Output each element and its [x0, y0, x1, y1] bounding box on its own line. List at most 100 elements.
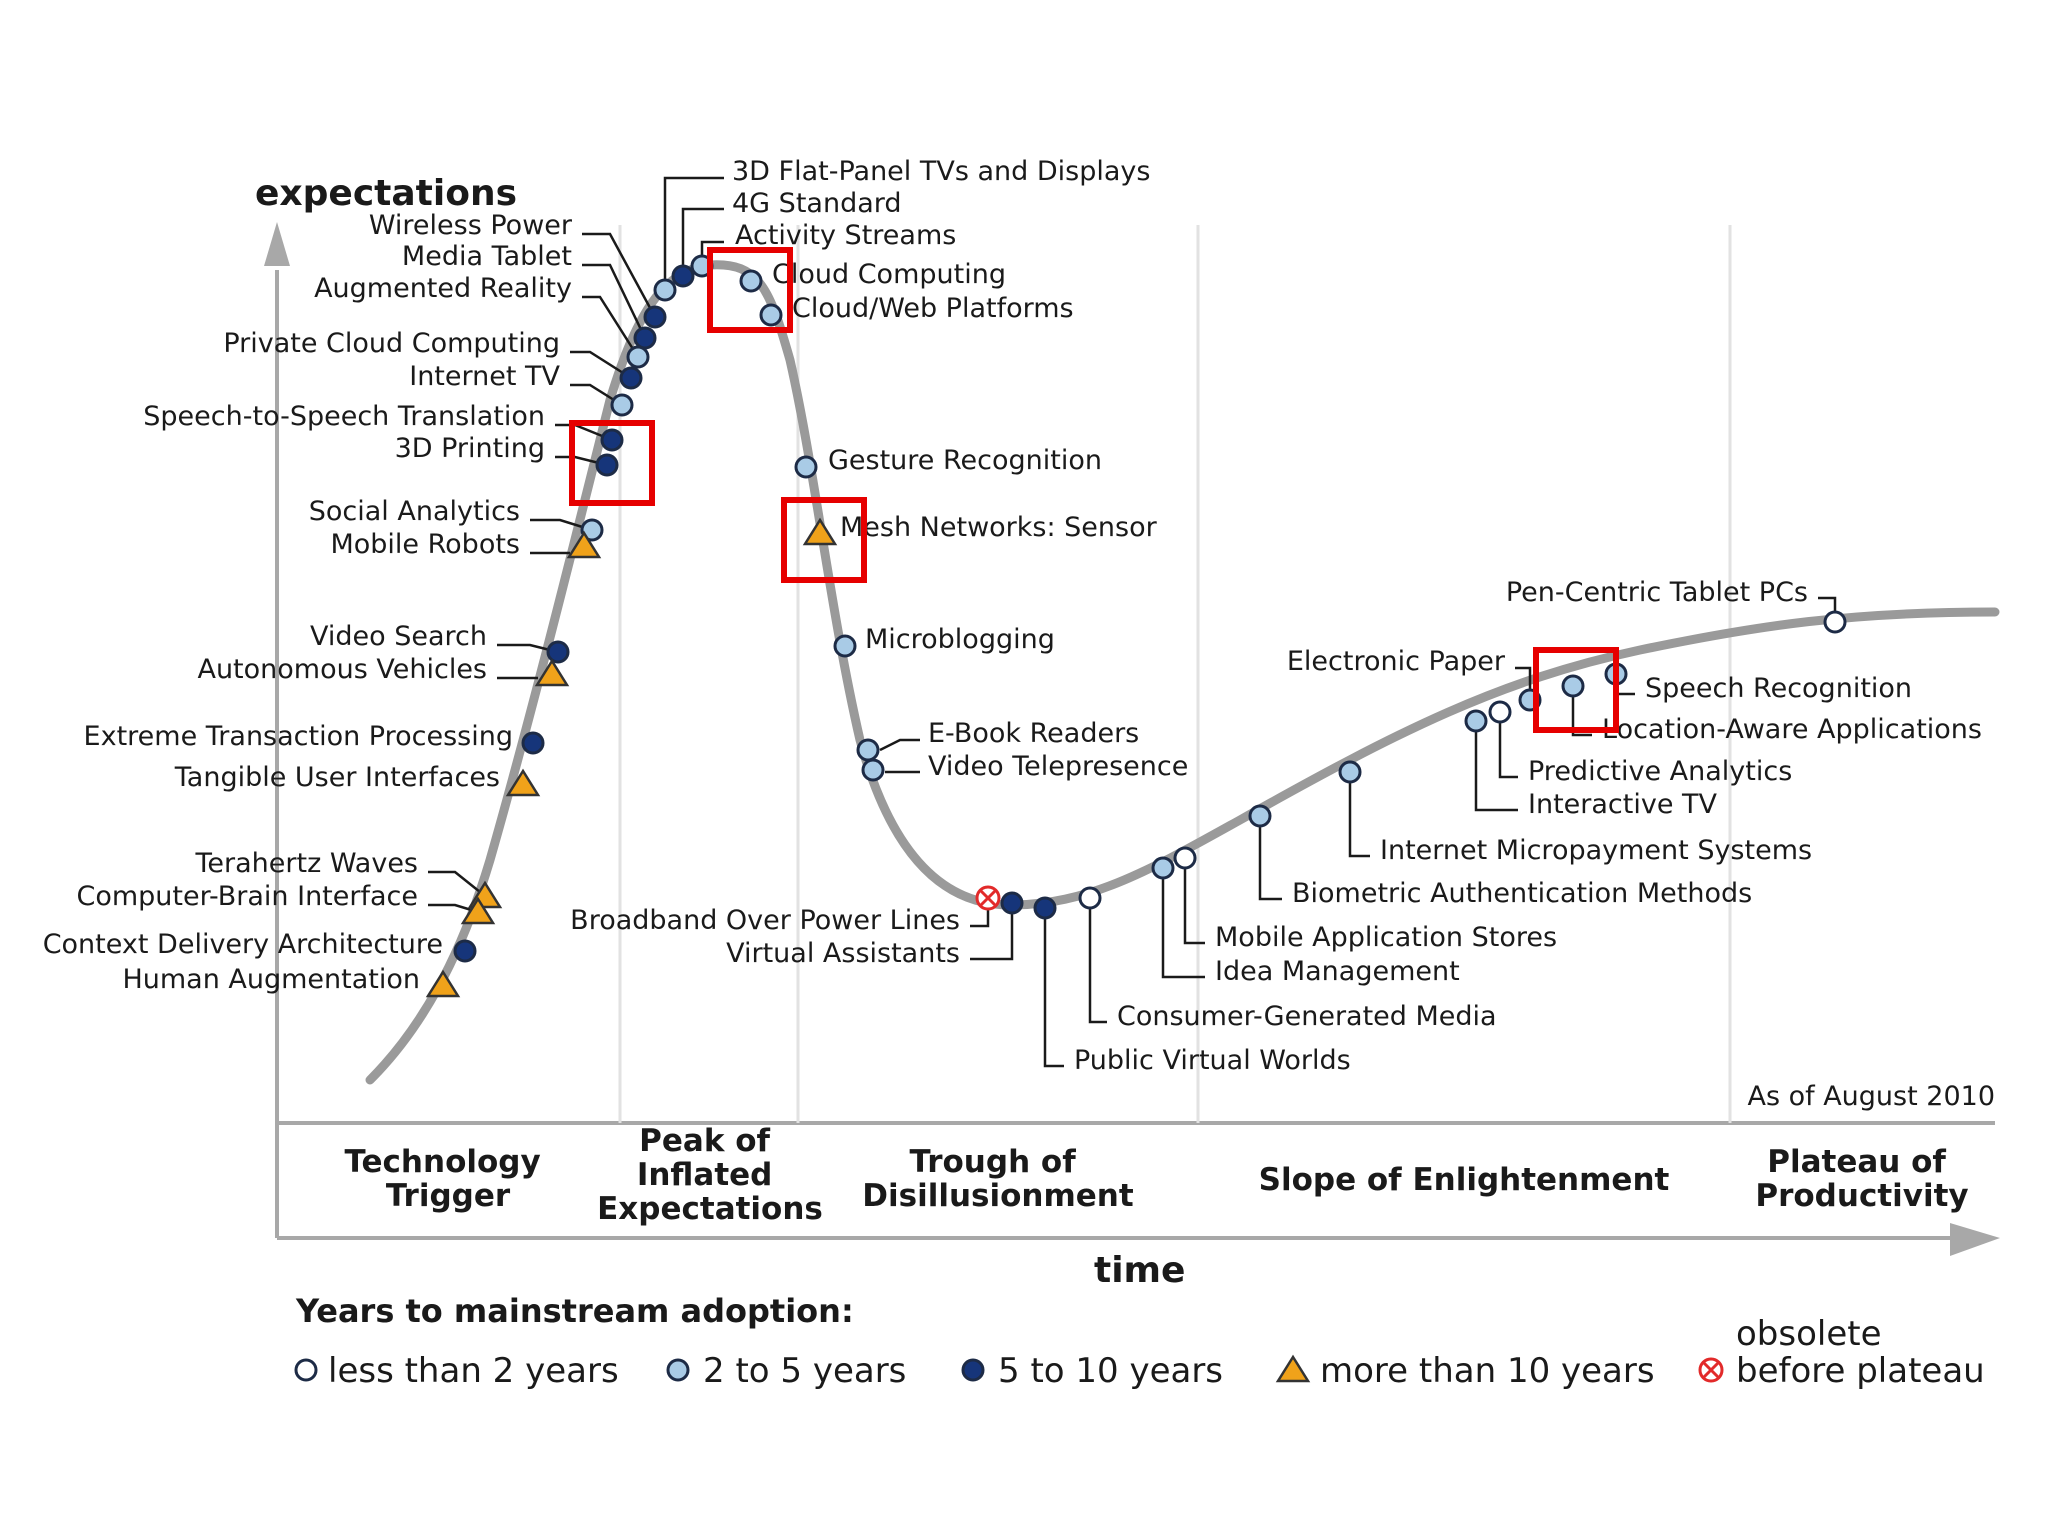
legend-label-2-to-5-years: 2 to 5 years [703, 1351, 906, 1391]
highlight-boxes [569, 247, 1619, 733]
label-public-virtual-worlds: Public Virtual Worlds [1074, 1045, 1351, 1076]
highlight-box [781, 497, 867, 583]
leader-virtual-assistants [970, 903, 1014, 961]
phase-peak-of-inflated-expectations: Peak of Inflated Expectations [597, 1123, 823, 1227]
label-e-book-readers: E-Book Readers [928, 718, 1139, 749]
highlight-box [707, 247, 793, 333]
marker-location-aware-applications [1561, 674, 1585, 698]
leader-public-virtual-worlds [1043, 908, 1064, 1068]
label-cloud-web-platforms: Cloud/Web Platforms [792, 293, 1074, 324]
as-of-date: As of August 2010 [1747, 1081, 1995, 1112]
label-cloud-computing: Cloud Computing [772, 259, 1006, 290]
leader-interactive-tv [1474, 721, 1518, 812]
label-context-delivery-architecture: Context Delivery Architecture [43, 929, 443, 960]
marker-virtual-assistants [1000, 891, 1024, 915]
y-axis-arrow [264, 222, 290, 266]
legend-title: Years to mainstream adoption: [295, 1292, 854, 1330]
marker-wireless-power [643, 305, 667, 329]
label-3d-flat-panel-tvs-and-displays: 3D Flat-Panel TVs and Displays [732, 156, 1150, 187]
legend-symbol-crossed-circle [1698, 1357, 1724, 1383]
label-speech-recognition: Speech Recognition [1645, 673, 1912, 704]
label-virtual-assistants: Virtual Assistants [726, 938, 960, 969]
label-microblogging: Microblogging [865, 624, 1055, 655]
label-broadband-over-power-lines: Broadband Over Power Lines [570, 905, 960, 936]
label-video-search: Video Search [310, 621, 487, 652]
legend-symbol-dark-circle [961, 1358, 985, 1382]
label-terahertz-waves: Terahertz Waves [195, 848, 419, 879]
phase-trough-of-disillusionment: Trough of Disillusionment [862, 1144, 1134, 1214]
label-internet-micropayment-systems: Internet Micropayment Systems [1380, 835, 1812, 866]
label-computer-brain-interface: Computer-Brain Interface [76, 881, 418, 912]
leader-private-cloud-computing [570, 350, 632, 380]
marker-mobile-robots [566, 530, 602, 559]
leader-internet-micropayment-systems [1348, 772, 1370, 858]
label-electronic-paper: Electronic Paper [1287, 646, 1506, 677]
legend-symbol-light-circle [666, 1358, 690, 1382]
marker-predictive-analytics [1488, 700, 1512, 724]
leader-predictive-analytics [1498, 712, 1518, 779]
marker-media-tablet [633, 326, 657, 350]
label-social-analytics: Social Analytics [309, 496, 520, 527]
legend: Years to mainstream adoption: less than … [294, 1292, 1985, 1391]
label-idea-management: Idea Management [1215, 956, 1460, 987]
leader-media-tablet [582, 263, 647, 339]
marker-pen-centric-tablet-pcs [1823, 610, 1847, 634]
leader-idea-management [1161, 868, 1205, 979]
marker-4g-standard [671, 264, 695, 288]
marker-mobile-application-stores [1173, 846, 1197, 870]
marker-interactive-tv [1464, 709, 1488, 733]
marker-3d-flat-panel-tvs-and-displays [653, 278, 677, 302]
marker-speech-to-speech-translation [600, 428, 624, 452]
label-speech-to-speech-translation: Speech-to-Speech Translation [143, 401, 545, 432]
leader-wireless-power [582, 232, 657, 318]
marker-context-delivery-architecture [453, 939, 477, 963]
legend-label-more-than-10-years: more than 10 years [1320, 1351, 1655, 1391]
label-interactive-tv: Interactive TV [1528, 789, 1718, 820]
highlight-box [1533, 647, 1619, 733]
label-mobile-application-stores: Mobile Application Stores [1215, 922, 1557, 953]
leader-e-book-readers [879, 738, 920, 752]
marker-internet-tv [610, 393, 634, 417]
marker-cloud-computing [739, 269, 763, 293]
legend-symbol-open-circle [294, 1358, 318, 1382]
label-tangible-user-interfaces: Tangible User Interfaces [174, 762, 500, 793]
marker-social-analytics [580, 518, 604, 542]
label-activity-streams: Activity Streams [735, 220, 956, 251]
marker-tangible-user-interfaces [505, 768, 541, 797]
legend-symbol-triangle [1275, 1354, 1311, 1383]
legend-label-5-to-10-years: 5 to 10 years [998, 1351, 1223, 1391]
label-wireless-power: Wireless Power [369, 210, 573, 241]
label-augmented-reality: Augmented Reality [314, 273, 572, 304]
legend-label-obsolete-before-plateau: obsolete before plateau [1736, 1314, 1985, 1391]
marker-autonomous-vehicles [534, 658, 570, 687]
label-mobile-robots: Mobile Robots [330, 529, 520, 560]
highlight-box [569, 420, 655, 506]
marker-biometric-authentication-methods [1248, 804, 1272, 828]
marker-idea-management [1151, 856, 1175, 880]
marker-gesture-recognition [794, 455, 818, 479]
marker-broadband-over-power-lines [975, 885, 1001, 911]
marker-3d-printing [595, 453, 619, 477]
leader-augmented-reality [582, 295, 640, 358]
markers [425, 254, 1847, 998]
leader-mobile-application-stores [1183, 858, 1205, 945]
label-extreme-transaction-processing: Extreme Transaction Processing [84, 721, 513, 752]
phase-slope-of-enlightenment: Slope of Enlightenment [1259, 1162, 1670, 1198]
marker-human-augmentation [425, 969, 461, 998]
label-private-cloud-computing: Private Cloud Computing [223, 328, 560, 359]
label-media-tablet: Media Tablet [402, 241, 572, 272]
label-autonomous-vehicles: Autonomous Vehicles [197, 654, 487, 685]
label-predictive-analytics: Predictive Analytics [1528, 756, 1792, 787]
leader-terahertz-waves [428, 870, 486, 897]
marker-internet-micropayment-systems [1338, 760, 1362, 784]
phase-plateau-of-productivity: Plateau of Productivity [1755, 1144, 1968, 1214]
label-3d-printing: 3D Printing [395, 433, 545, 464]
marker-public-virtual-worlds [1033, 896, 1057, 920]
x-axis-arrow [1950, 1223, 2000, 1256]
marker-video-telepresence [861, 758, 885, 782]
marker-extreme-transaction-processing [521, 731, 545, 755]
leader-consumer-generated-media [1088, 898, 1107, 1024]
x-axis-label: time [1094, 1250, 1185, 1291]
